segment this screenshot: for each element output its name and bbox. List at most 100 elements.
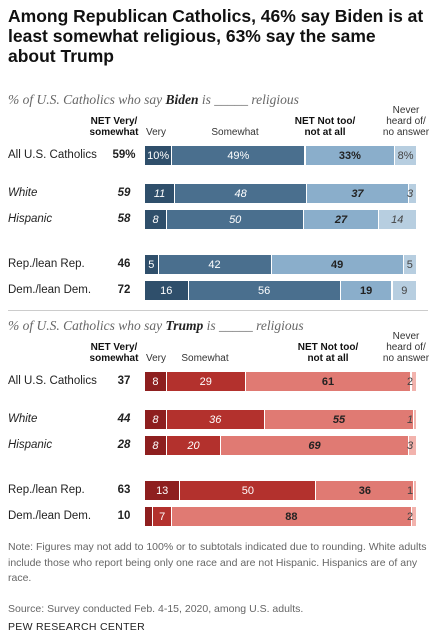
- bar-segment-never-heard-of-no-answer: 1: [407, 410, 417, 429]
- bar-segment-somewhat: 56: [188, 281, 341, 300]
- bar-segment-somewhat: 50: [180, 481, 317, 500]
- bar-value-label: 10%: [147, 149, 170, 162]
- row-label: Hispanic: [8, 213, 53, 225]
- bar-segment-very: 8: [145, 372, 167, 391]
- panel-title-post: is _____ religious: [198, 92, 299, 107]
- header-net-very: NET Very/somewhat: [89, 342, 139, 364]
- chart-credit: PEW RESEARCH CENTER: [8, 621, 145, 633]
- bar-segment-somewhat: 49%: [172, 146, 306, 165]
- bar-segment-never-heard-of-no-answer: 5: [403, 255, 417, 274]
- bar-segment-never-heard-of-no-answer: 1: [407, 481, 417, 500]
- bar-segment-very: 11: [145, 184, 176, 203]
- bar-value-label: 19: [360, 284, 373, 297]
- panel-title-post: is _____ religious: [203, 318, 304, 333]
- bar-segment-never-heard-of-no-answer: 3: [406, 436, 417, 455]
- net-very-somewhat-value: 10: [117, 510, 131, 522]
- panel-divider: [8, 310, 428, 311]
- bar-value-label: 8%: [397, 149, 414, 162]
- bar-value-label: 8: [152, 439, 159, 452]
- bar-value-label: 3: [406, 439, 414, 452]
- bar-segment-never-heard-of-no-answer: 14: [378, 210, 417, 229]
- header-somewhat: Somewhat: [181, 353, 229, 364]
- row-label: Hispanic: [8, 439, 53, 451]
- bar-value-label: 61: [321, 375, 335, 388]
- bar-segment-somewhat: 48: [175, 184, 308, 203]
- header-very: Very: [145, 353, 166, 364]
- bar-segment-net-not-too-not-at-all: 88: [172, 507, 412, 526]
- bar-value-label: 56: [258, 284, 271, 297]
- bar-value-label: 7: [159, 510, 166, 523]
- bar-value-label: 33%: [338, 149, 361, 162]
- header-never: Never heard of/no answer: [382, 331, 430, 364]
- bar-value-label: 14: [391, 213, 404, 226]
- net-very-somewhat-value: 37: [117, 375, 131, 387]
- panel-title-name: Biden: [165, 92, 199, 107]
- bar-value-label: 50: [241, 484, 255, 497]
- bar-value-label: 36: [209, 413, 222, 426]
- panel-title: % of U.S. Catholics who say Biden is ___…: [8, 92, 299, 108]
- bar-value-label: 5: [406, 258, 413, 271]
- net-very-somewhat-value: 59%: [112, 149, 136, 161]
- bar-value-label: 3: [407, 187, 414, 200]
- bar-segment-somewhat: 7: [153, 507, 173, 526]
- bar-value-label: 13: [156, 484, 169, 497]
- bar-value-label: 29: [199, 375, 212, 388]
- row-label: Dem./lean Dem.: [8, 510, 92, 522]
- bar-segment-net-not-too-not-at-all: 33%: [305, 146, 396, 165]
- header-net-very: NET Very/somewhat: [89, 116, 139, 138]
- bar-segment-somewhat: 50: [167, 210, 305, 229]
- chart-title: Among Republican Catholics, 46% say Bide…: [8, 6, 424, 66]
- bar-segment-never-heard-of-no-answer: 9: [392, 281, 417, 300]
- chart-notes: Note: Figures may not add to 100% or to …: [8, 541, 427, 584]
- bar-segment-very: 8: [145, 410, 167, 429]
- bar-value-label: 20: [187, 439, 200, 452]
- bar-value-label: 1: [407, 413, 414, 426]
- bar-segment-very: 13: [145, 481, 181, 500]
- header-very: Very: [145, 127, 166, 138]
- bar-value-label: 2: [407, 375, 414, 388]
- chart-source: Source: Survey conducted Feb. 4-15, 2020…: [8, 603, 304, 615]
- net-very-somewhat-value: 59: [117, 187, 131, 199]
- header-net-not: NET Not too/not at all: [297, 342, 359, 364]
- bar-value-label: 8: [152, 413, 159, 426]
- bar-segment-somewhat: 20: [166, 436, 222, 455]
- bar-segment-very: 8: [145, 436, 167, 455]
- net-very-somewhat-value: 46: [117, 258, 131, 270]
- bar-segment-very: 8: [145, 210, 167, 229]
- bar-segment-somewhat: 29: [166, 372, 246, 391]
- bar-segment-very: 10%: [145, 146, 173, 165]
- panel-title-pre: % of U.S. Catholics who say: [8, 318, 166, 333]
- bar-segment-net-not-too-not-at-all: 36: [316, 481, 415, 500]
- bar-value-label: 5: [148, 258, 155, 271]
- bar-value-label: 27: [334, 213, 348, 226]
- bar-segment-net-not-too-not-at-all: 55: [264, 410, 415, 429]
- bar-segment-very: 16: [145, 281, 189, 300]
- panel-title: % of U.S. Catholics who say Trump is ___…: [8, 318, 304, 334]
- bar-value-label: 69: [308, 439, 321, 452]
- bar-value-label: 50: [229, 213, 242, 226]
- bar-value-label: 2: [407, 510, 414, 523]
- bar-value-label: 55: [332, 413, 346, 426]
- bar-segment-somewhat: 42: [158, 255, 272, 274]
- bar-value-label: 48: [234, 187, 247, 200]
- bar-value-label: 8: [152, 375, 159, 388]
- row-label: All U.S. Catholics: [8, 149, 97, 161]
- bar-segment-somewhat: 36: [166, 410, 265, 429]
- bar-value-label: 36: [358, 484, 371, 497]
- row-label: Dem./lean Dem.: [8, 284, 92, 296]
- bar-segment-net-not-too-not-at-all: 69: [221, 436, 409, 455]
- header-never: Never heard of/no answer: [382, 105, 430, 138]
- header-net-not: NET Not too/not at all: [294, 116, 356, 138]
- panel-title-name: Trump: [165, 318, 204, 333]
- bar-segment-very: 3: [145, 507, 161, 526]
- bar-segment-never-heard-of-no-answer: 3: [407, 184, 417, 203]
- bar-value-label: 88: [285, 510, 298, 523]
- bar-segment-net-not-too-not-at-all: 19: [340, 281, 393, 300]
- row-label: Rep./lean Rep.: [8, 258, 85, 270]
- net-very-somewhat-value: 72: [117, 284, 131, 296]
- row-label: Rep./lean Rep.: [8, 484, 85, 496]
- bar-value-label: 37: [351, 187, 364, 200]
- bar-value-label: 42: [208, 258, 221, 271]
- net-very-somewhat-value: 63: [117, 484, 131, 496]
- net-very-somewhat-value: 44: [117, 413, 131, 425]
